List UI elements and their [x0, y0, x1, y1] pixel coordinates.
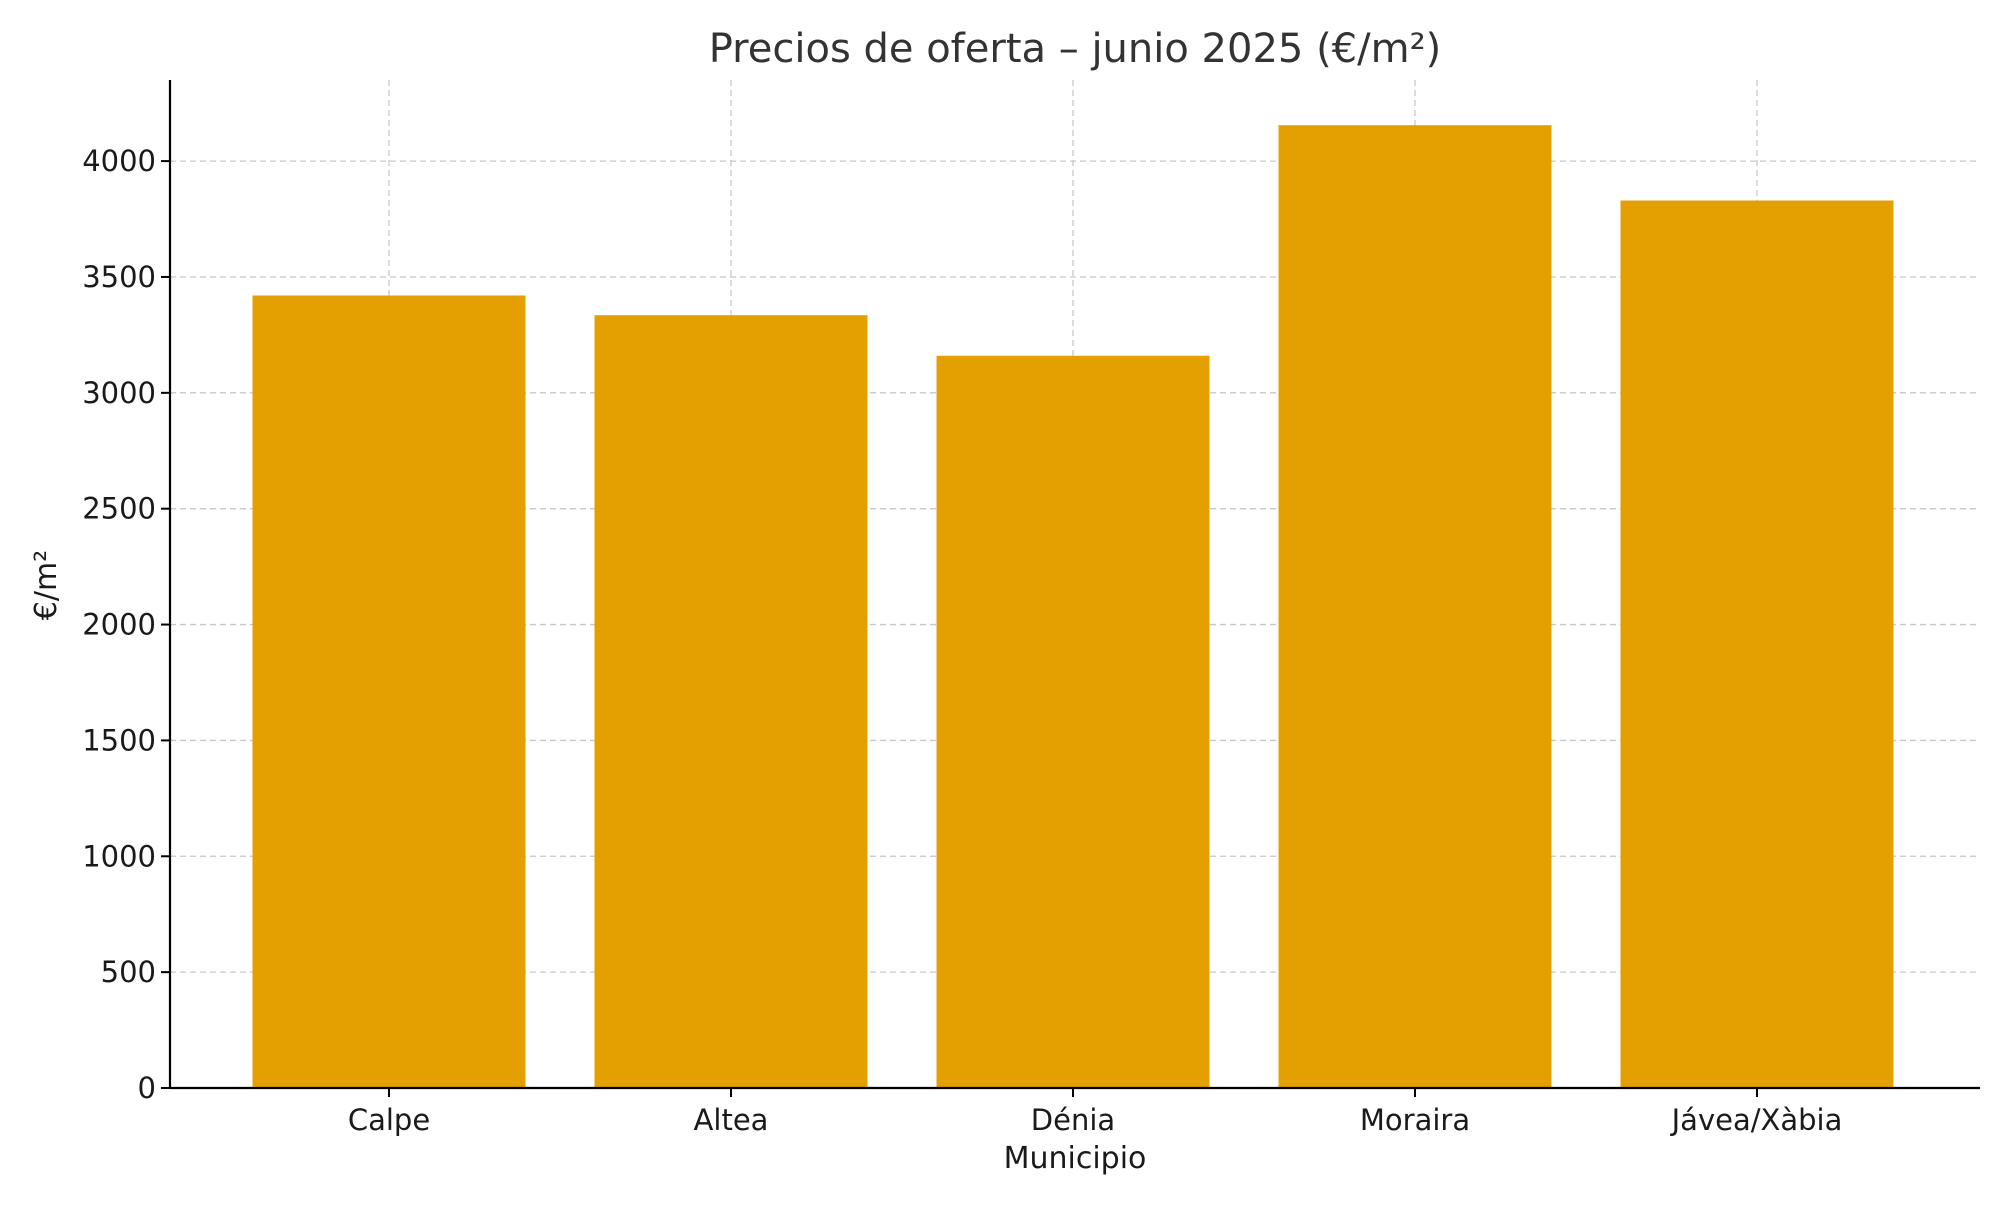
x-ticks: Calpe Altea Dénia Moraira Jávea/Xàbia: [348, 1088, 1843, 1137]
y-tick-label: 3000: [82, 376, 156, 410]
x-tick-label: Calpe: [348, 1103, 430, 1137]
x-axis-label: Municipio: [1004, 1141, 1147, 1176]
y-tick-label: 0: [138, 1071, 156, 1105]
y-tick-label: 1000: [82, 839, 156, 873]
bar-moraira: [1278, 125, 1552, 1088]
bar-d-nia: [936, 355, 1210, 1088]
bars: [252, 125, 1894, 1089]
y-ticks: 0 500 1000 1500 2000 2500 3000 3500 4000: [82, 144, 170, 1105]
y-tick-label: 500: [101, 955, 156, 989]
bar-calpe: [252, 295, 526, 1089]
x-tick-label: Moraira: [1360, 1103, 1470, 1137]
y-tick-label: 2000: [82, 608, 156, 642]
x-tick-label: Dénia: [1031, 1103, 1115, 1137]
axes: [168, 80, 1980, 1090]
chart-title: Precios de oferta – junio 2025 (€/m²): [709, 26, 1441, 72]
y-tick-label: 1500: [82, 723, 156, 757]
y-tick-label: 2500: [82, 492, 156, 526]
bar-j-vea-x-bia: [1620, 200, 1894, 1088]
x-tick-label: Altea: [694, 1103, 769, 1137]
y-tick-label: 3500: [82, 260, 156, 294]
y-axis-label: €/m²: [29, 550, 64, 620]
x-tick-label: Jávea/Xàbia: [1670, 1103, 1843, 1137]
bar-altea: [594, 315, 868, 1088]
y-tick-label: 4000: [82, 144, 156, 178]
